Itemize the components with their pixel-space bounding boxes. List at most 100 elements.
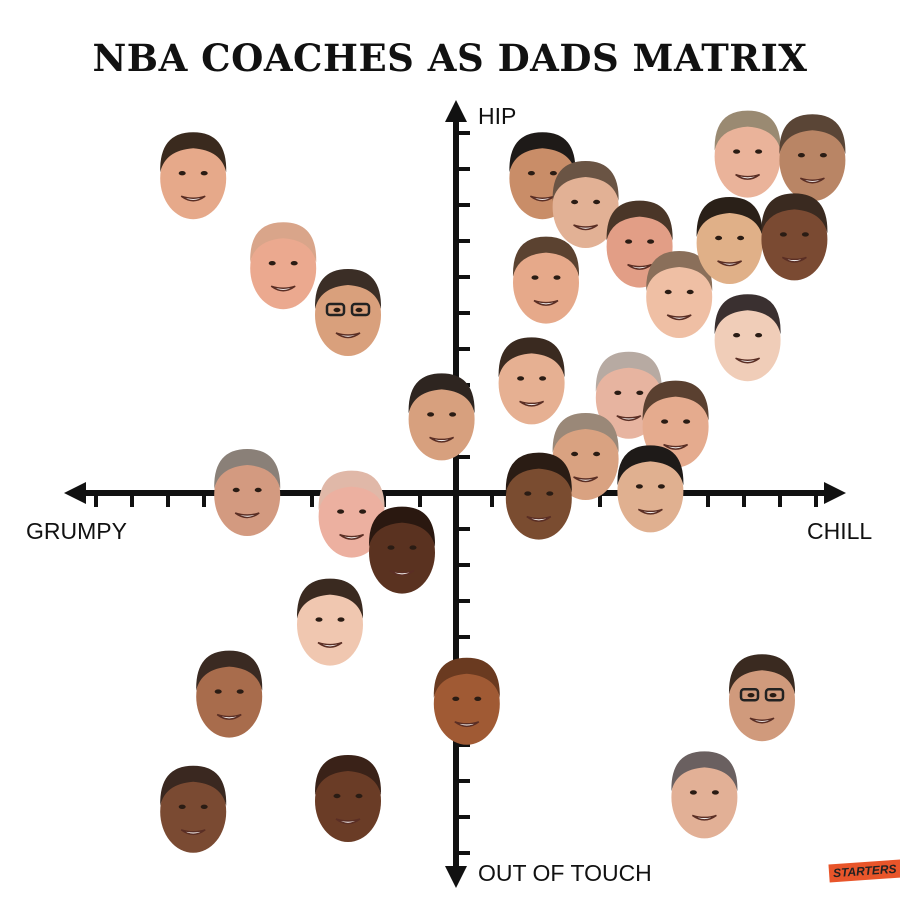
face-skin	[160, 770, 227, 853]
face-eye	[737, 235, 745, 241]
face-smile	[637, 508, 663, 515]
face-eye	[779, 232, 787, 237]
face-eye	[236, 689, 244, 694]
face-eye	[686, 289, 694, 295]
face-hair	[728, 654, 796, 695]
face-eye	[819, 153, 827, 158]
face-skin	[729, 659, 795, 742]
face-hair	[512, 236, 580, 277]
coach-face	[728, 654, 796, 742]
coach-face	[250, 222, 317, 310]
face-hair	[671, 751, 738, 792]
face-hair	[314, 269, 382, 309]
face-skin	[297, 583, 363, 666]
face-smile	[519, 400, 545, 407]
face-smile	[389, 569, 415, 576]
face-smile	[429, 436, 455, 443]
face-smile	[317, 641, 343, 648]
coach-face	[196, 650, 263, 738]
face-skin	[315, 760, 381, 842]
face-hair	[714, 110, 781, 151]
face-eye	[747, 693, 755, 698]
face-eye	[689, 790, 697, 795]
face-eye	[593, 451, 601, 457]
coach-face	[646, 251, 713, 338]
face-eye	[333, 793, 341, 799]
face-smile	[339, 533, 365, 540]
face-smile	[735, 357, 761, 364]
face-hair	[509, 132, 576, 173]
face-eye	[355, 307, 363, 313]
face-eye	[427, 412, 435, 417]
face-skin	[160, 137, 227, 220]
face-eye	[517, 376, 525, 381]
face-eye	[593, 199, 601, 205]
coach-face	[408, 373, 475, 461]
coach-face	[296, 578, 364, 666]
face-smile	[717, 260, 743, 267]
face-eye	[571, 199, 579, 205]
face-eye	[268, 261, 276, 266]
face-hair	[595, 351, 662, 392]
face-skin	[761, 198, 828, 281]
face-eye	[539, 376, 547, 381]
coach-face	[318, 470, 385, 558]
face-skin	[505, 457, 572, 540]
face-hair	[714, 294, 781, 335]
face-eye	[733, 333, 741, 338]
face-eye	[527, 171, 535, 176]
face-eye	[337, 509, 345, 514]
face-eye	[200, 804, 208, 809]
coach-face	[512, 236, 580, 324]
face-hair	[196, 650, 263, 691]
face-hair	[368, 506, 436, 547]
face-eye	[178, 804, 186, 809]
face-hair	[779, 114, 846, 155]
axes	[64, 100, 846, 888]
face-eye	[359, 509, 367, 514]
face-hair	[314, 755, 382, 795]
face-eye	[797, 153, 805, 158]
face-skin	[369, 511, 435, 594]
face-eye	[715, 235, 723, 241]
coach-face	[671, 751, 738, 839]
face-hair	[505, 452, 572, 493]
face-eye	[801, 232, 809, 237]
face-eye	[683, 419, 691, 424]
arrow-up-icon	[445, 100, 467, 122]
face-eye	[614, 390, 622, 395]
face-skin	[315, 274, 381, 356]
face-eye	[178, 171, 186, 176]
arrow-left-icon	[64, 482, 86, 504]
face-skin	[214, 454, 281, 536]
face-smile	[799, 177, 825, 184]
coach-face	[552, 161, 619, 248]
face-hair	[552, 161, 619, 201]
face-eye	[636, 390, 644, 395]
page-title: NBA COACHES AS DADS MATRIX	[92, 36, 808, 80]
face-eye	[657, 484, 665, 489]
face-skin	[617, 450, 684, 533]
face-eye	[549, 171, 557, 176]
face-eye	[769, 693, 777, 698]
face-skin	[196, 655, 263, 738]
coach-face	[505, 452, 572, 540]
face-smile	[526, 515, 552, 522]
face-eye	[635, 484, 643, 489]
face-smile	[691, 814, 717, 821]
axis-label-chill: CHILL	[807, 518, 873, 544]
face-eye	[531, 275, 539, 280]
face-hair	[606, 200, 673, 241]
face-smile	[749, 717, 775, 724]
coach-face	[314, 755, 382, 842]
face-eye	[315, 617, 323, 622]
face-skin	[671, 756, 738, 839]
face-smile	[735, 173, 761, 180]
face-eye	[200, 171, 208, 176]
coach-face	[714, 110, 781, 198]
face-hair	[214, 449, 281, 489]
face-eye	[647, 239, 655, 244]
face-hair	[552, 413, 619, 453]
face-smile	[234, 512, 260, 519]
